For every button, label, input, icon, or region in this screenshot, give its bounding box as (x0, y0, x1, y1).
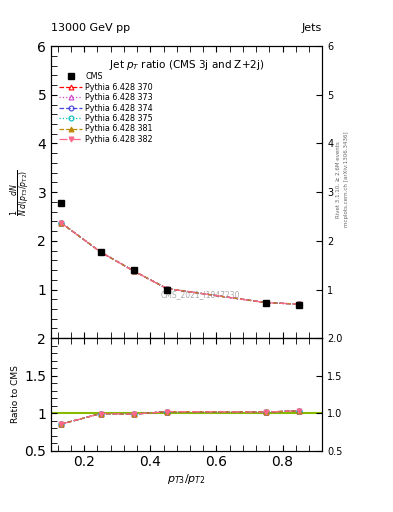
Text: 13000 GeV pp: 13000 GeV pp (51, 23, 130, 33)
Y-axis label: Ratio to CMS: Ratio to CMS (11, 366, 20, 423)
Text: mcplots.cern.ch [arXiv:1306.3436]: mcplots.cern.ch [arXiv:1306.3436] (344, 132, 349, 227)
Y-axis label: $\frac{1}{N}\frac{dN}{d(p_{T3}/p_{T2})}$: $\frac{1}{N}\frac{dN}{d(p_{T3}/p_{T2})}$ (9, 169, 33, 216)
Text: Jet $p_T$ ratio (CMS 3j and Z+2j): Jet $p_T$ ratio (CMS 3j and Z+2j) (109, 58, 264, 72)
Text: Jets: Jets (302, 23, 322, 33)
Legend: CMS, Pythia 6.428 370, Pythia 6.428 373, Pythia 6.428 374, Pythia 6.428 375, Pyt: CMS, Pythia 6.428 370, Pythia 6.428 373,… (58, 71, 154, 145)
X-axis label: $p_{T3}/p_{T2}$: $p_{T3}/p_{T2}$ (167, 472, 206, 486)
Text: Rivet 3.1.10, ≥ 2.6M events: Rivet 3.1.10, ≥ 2.6M events (336, 141, 341, 218)
Text: CMS_2021_I1847230: CMS_2021_I1847230 (160, 290, 240, 299)
